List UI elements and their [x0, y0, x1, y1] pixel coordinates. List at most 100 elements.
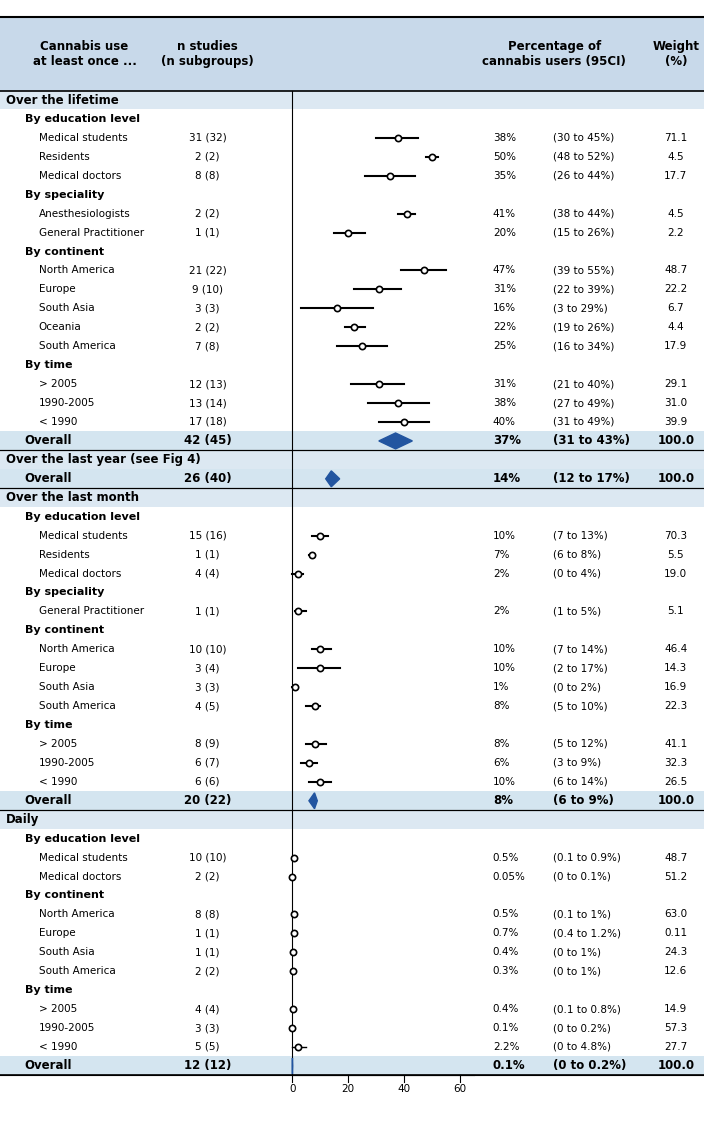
Text: 17.9: 17.9 — [664, 341, 688, 351]
Text: (6 to 9%): (6 to 9%) — [553, 795, 613, 807]
Text: 48.7: 48.7 — [664, 266, 688, 275]
Text: (2 to 17%): (2 to 17%) — [553, 663, 608, 674]
Text: (31 to 49%): (31 to 49%) — [553, 417, 614, 427]
Text: Anesthesiologists: Anesthesiologists — [39, 208, 130, 218]
Text: 24.3: 24.3 — [664, 947, 688, 958]
Bar — [0, 412, 704, 431]
Text: 17 (18): 17 (18) — [189, 417, 227, 427]
Text: 10%: 10% — [493, 777, 516, 787]
Text: 3 (3): 3 (3) — [196, 1023, 220, 1034]
Bar — [0, 1038, 704, 1056]
Text: 2%: 2% — [493, 607, 509, 617]
Text: 70.3: 70.3 — [665, 531, 687, 541]
Text: (0 to 1%): (0 to 1%) — [553, 967, 601, 976]
Text: Medical doctors: Medical doctors — [39, 171, 121, 181]
Text: 29.1: 29.1 — [664, 379, 688, 389]
Text: By continent: By continent — [25, 625, 103, 635]
Text: 1 (1): 1 (1) — [196, 549, 220, 559]
Text: 22%: 22% — [493, 323, 516, 333]
Text: North America: North America — [39, 644, 114, 654]
Bar — [0, 299, 704, 318]
Text: 1990-2005: 1990-2005 — [39, 758, 95, 767]
Text: 0.7%: 0.7% — [493, 928, 519, 938]
Text: 0.5%: 0.5% — [493, 909, 519, 919]
Text: 63.0: 63.0 — [665, 909, 687, 919]
Text: 27.7: 27.7 — [664, 1041, 688, 1052]
Bar — [0, 375, 704, 394]
Text: By education level: By education level — [25, 114, 139, 125]
Text: (0 to 4.8%): (0 to 4.8%) — [553, 1041, 610, 1052]
Bar — [0, 602, 704, 620]
Text: By education level: By education level — [25, 512, 139, 522]
Text: (16 to 34%): (16 to 34%) — [553, 341, 614, 351]
Text: 7%: 7% — [493, 549, 509, 559]
Text: By education level: By education level — [25, 833, 139, 843]
Text: (0 to 4%): (0 to 4%) — [553, 568, 601, 578]
Text: (0.1 to 0.9%): (0.1 to 0.9%) — [553, 852, 620, 863]
Bar — [0, 507, 704, 526]
Text: South America: South America — [39, 967, 115, 976]
Bar — [0, 904, 704, 924]
Text: 2 (2): 2 (2) — [196, 152, 220, 162]
Text: 6%: 6% — [493, 758, 509, 767]
Bar — [0, 355, 704, 375]
Text: 4.5: 4.5 — [667, 208, 684, 218]
Text: (39 to 55%): (39 to 55%) — [553, 266, 614, 275]
Text: 2 (2): 2 (2) — [196, 967, 220, 976]
Text: 5.1: 5.1 — [667, 607, 684, 617]
Text: 4.5: 4.5 — [667, 152, 684, 162]
Text: (31 to 43%): (31 to 43%) — [553, 435, 629, 447]
Text: 2.2%: 2.2% — [493, 1041, 520, 1052]
Text: (0.4 to 1.2%): (0.4 to 1.2%) — [553, 928, 621, 938]
Text: 0.3%: 0.3% — [493, 967, 519, 976]
Text: (6 to 8%): (6 to 8%) — [553, 549, 601, 559]
Text: 39.9: 39.9 — [664, 417, 688, 427]
Text: (21 to 40%): (21 to 40%) — [553, 379, 614, 389]
Text: North America: North America — [39, 909, 114, 919]
Text: 57.3: 57.3 — [664, 1023, 688, 1034]
Text: < 1990: < 1990 — [39, 777, 77, 787]
Text: (1 to 5%): (1 to 5%) — [553, 607, 601, 617]
Text: 7 (8): 7 (8) — [196, 341, 220, 351]
Text: (0 to 0.1%): (0 to 0.1%) — [553, 872, 610, 882]
Bar — [0, 1000, 704, 1019]
Bar — [0, 583, 704, 602]
Text: South Asia: South Asia — [39, 947, 94, 958]
Text: 13 (14): 13 (14) — [189, 398, 227, 408]
Text: Daily: Daily — [6, 813, 39, 826]
Bar — [0, 147, 704, 166]
Text: 3 (3): 3 (3) — [196, 683, 220, 692]
Text: By time: By time — [25, 720, 72, 730]
Text: Medical doctors: Medical doctors — [39, 568, 121, 578]
Bar — [0, 451, 704, 470]
Text: 21 (22): 21 (22) — [189, 266, 227, 275]
Text: 20 (22): 20 (22) — [184, 795, 232, 807]
Text: 100.0: 100.0 — [658, 795, 694, 807]
Text: By time: By time — [25, 985, 72, 995]
Text: 2 (2): 2 (2) — [196, 208, 220, 218]
Text: (5 to 10%): (5 to 10%) — [553, 701, 608, 711]
Text: By continent: By continent — [25, 247, 103, 257]
Text: 16.9: 16.9 — [664, 683, 688, 692]
Text: By time: By time — [25, 360, 72, 370]
Text: 17.7: 17.7 — [664, 171, 688, 181]
Text: Medical doctors: Medical doctors — [39, 872, 121, 882]
Text: 31 (32): 31 (32) — [189, 132, 227, 143]
Bar — [0, 1019, 704, 1038]
Text: 15 (16): 15 (16) — [189, 531, 227, 541]
Text: 0.4%: 0.4% — [493, 1004, 519, 1014]
Text: (7 to 13%): (7 to 13%) — [553, 531, 608, 541]
Text: 8%: 8% — [493, 739, 509, 749]
Text: Medical students: Medical students — [39, 852, 127, 863]
Bar — [0, 620, 704, 640]
Text: 0.5%: 0.5% — [493, 852, 519, 863]
Text: 1990-2005: 1990-2005 — [39, 1023, 95, 1034]
Text: Over the lifetime: Over the lifetime — [6, 94, 118, 106]
Text: Cannabis use
at least once ...: Cannabis use at least once ... — [32, 40, 137, 68]
Text: n studies
(n subgroups): n studies (n subgroups) — [161, 40, 254, 68]
Bar — [0, 261, 704, 280]
Text: 6 (7): 6 (7) — [196, 758, 220, 767]
Bar — [0, 431, 704, 451]
Text: 10%: 10% — [493, 663, 516, 674]
Text: 10%: 10% — [493, 644, 516, 654]
